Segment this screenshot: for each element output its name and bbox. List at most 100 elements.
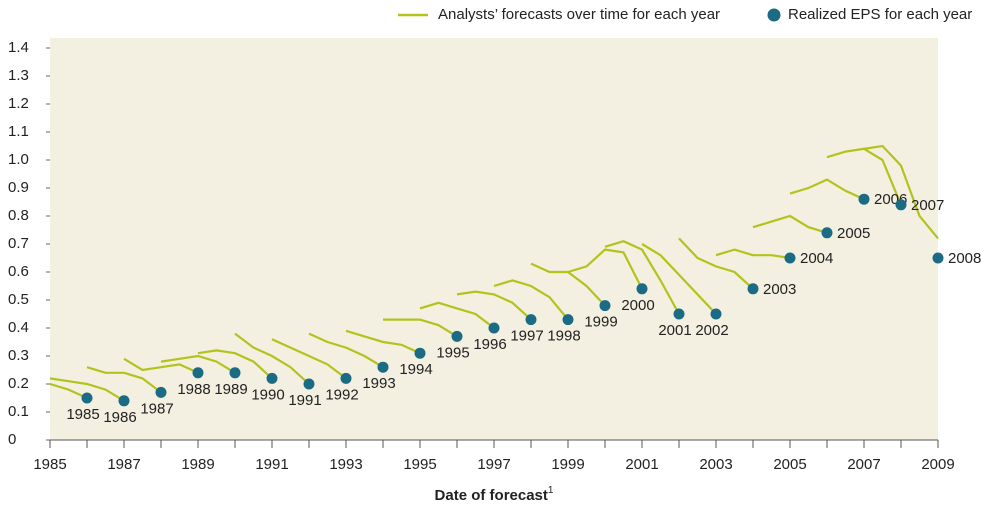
- x-tick-label: 2003: [699, 456, 732, 473]
- forecast-line: [419, 301, 495, 329]
- year-label: 1989: [214, 381, 247, 398]
- y-tick-label: 0.7: [8, 235, 29, 252]
- forecast-line: [234, 332, 310, 385]
- forecast-line: [715, 248, 791, 260]
- realized-eps-dot: [673, 308, 685, 320]
- forecast-line: [641, 243, 717, 315]
- y-tick-label: 0.1: [8, 403, 29, 420]
- year-label: 1988: [177, 381, 210, 398]
- realized-eps-dot: [636, 283, 648, 295]
- year-label: 1994: [399, 361, 432, 378]
- realized-eps-dot: [525, 314, 537, 326]
- realized-eps-dot: [81, 392, 93, 404]
- y-tick-label: 1.2: [8, 95, 29, 112]
- year-label: 2007: [911, 197, 944, 214]
- year-label: 1998: [547, 328, 580, 345]
- year-label: 1985: [66, 406, 99, 423]
- year-label: 1999: [584, 314, 617, 331]
- year-label: 2002: [695, 322, 728, 339]
- forecast-line: [160, 354, 236, 374]
- x-tick-label: 1997: [477, 456, 510, 473]
- forecast-line: [456, 290, 532, 321]
- year-label: 1987: [140, 400, 173, 417]
- forecast-line: [49, 377, 125, 402]
- forecast-line: [604, 240, 680, 315]
- year-label: 1991: [288, 392, 321, 409]
- forecast-line: [197, 349, 273, 380]
- realized-eps-dot: [377, 361, 389, 373]
- year-label: 1993: [362, 375, 395, 392]
- realized-eps-dot: [229, 367, 241, 379]
- y-tick-label: 0.2: [8, 375, 29, 392]
- x-tick-label: 1995: [403, 456, 436, 473]
- x-tick-label: 2007: [847, 456, 880, 473]
- x-tick-label: 1989: [181, 456, 214, 473]
- year-label: 2003: [763, 281, 796, 298]
- forecast-line: [345, 329, 421, 355]
- realized-eps-dot: [155, 386, 167, 398]
- y-tick-label: 0.8: [8, 207, 29, 224]
- y-tick-label: 0.6: [8, 263, 29, 280]
- x-tick-label: 2005: [773, 456, 806, 473]
- plot-background: [50, 38, 938, 440]
- realized-eps-dot: [747, 283, 759, 295]
- forecast-line: [678, 237, 754, 290]
- forecast-line: [789, 178, 865, 201]
- year-label: 1986: [103, 409, 136, 426]
- year-label: 1996: [473, 336, 506, 353]
- realized-eps-dot: [599, 300, 611, 312]
- legend-label: Realized EPS for each year: [788, 6, 972, 23]
- footnote-mark: 1: [548, 485, 554, 496]
- forecast-line: [383, 318, 458, 338]
- year-label: 2008: [948, 250, 981, 267]
- realized-eps-dot: [192, 367, 204, 379]
- x-tick-label: 2001: [625, 456, 658, 473]
- forecast-line: [752, 214, 828, 234]
- realized-eps-dot: [414, 347, 426, 359]
- year-label: 2001: [658, 322, 691, 339]
- forecast-line: [863, 144, 939, 240]
- y-tick-label: 1.1: [8, 123, 29, 140]
- realized-eps-dot: [303, 378, 315, 390]
- year-label: 1997: [510, 328, 543, 345]
- x-tick-label: 1999: [551, 456, 584, 473]
- forecast-line: [86, 366, 162, 394]
- realized-eps-dot: [488, 322, 500, 334]
- realized-eps-dot: [562, 314, 574, 326]
- forecast-line: [567, 248, 643, 290]
- realized-eps-dot: [821, 227, 833, 239]
- realized-eps-dot: [340, 372, 352, 384]
- x-tick-label: 1985: [33, 456, 66, 473]
- forecast-line: [123, 357, 199, 374]
- x-tick-label: 1993: [329, 456, 362, 473]
- y-tick-label: 1.4: [8, 39, 29, 56]
- y-tick-label: 0.4: [8, 319, 29, 336]
- x-axis-title: Date of forecast: [435, 487, 548, 504]
- forecast-line: [308, 332, 384, 369]
- realized-eps-dot: [266, 372, 278, 384]
- year-label: 1995: [436, 344, 469, 361]
- realized-eps-dot: [784, 252, 796, 264]
- y-tick-label: 1.0: [8, 151, 29, 168]
- y-tick-label: 0.5: [8, 291, 29, 308]
- year-label: 1992: [325, 386, 358, 403]
- x-tick-label: 1991: [255, 456, 288, 473]
- realized-eps-dot: [118, 395, 130, 407]
- x-tick-label: 1987: [107, 456, 140, 473]
- realized-eps-dot: [858, 193, 870, 205]
- legend-label: Analysts’ forecasts over time for each y…: [438, 6, 720, 23]
- y-tick-label: 0.3: [8, 347, 29, 364]
- y-tick-label: 1.3: [8, 67, 29, 84]
- y-tick-label: 0.9: [8, 179, 29, 196]
- realized-eps-dot: [932, 252, 944, 264]
- year-label: 2004: [800, 250, 833, 267]
- realized-eps-dot: [895, 199, 907, 211]
- forecast-line: [271, 338, 347, 380]
- year-label: 2000: [621, 297, 654, 314]
- forecast-line: [49, 382, 88, 400]
- realized-eps-dot: [710, 308, 722, 320]
- realized-eps-dot: [451, 330, 463, 342]
- y-tick-label: 0: [8, 431, 16, 448]
- forecast-line: [493, 279, 569, 321]
